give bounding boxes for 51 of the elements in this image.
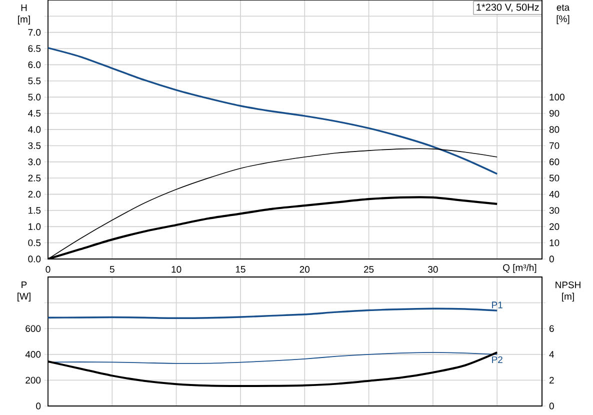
x-tick-label: 15: [236, 266, 246, 273]
y-tick-label: 3.5: [28, 142, 41, 150]
y-tick-label: 1.5: [28, 207, 41, 214]
y2-tick-label: 100: [550, 94, 564, 100]
x-tick-label: 0: [46, 266, 50, 273]
y2-tick-label: 60: [550, 158, 560, 166]
y2-tick-label: 20: [550, 223, 560, 230]
x-tick-label: 20: [300, 266, 310, 273]
y-tick-label: 2.5: [28, 174, 41, 182]
x-tick-label: 10: [172, 266, 182, 273]
y-tick-label: 4.0: [28, 126, 41, 133]
y-tick-label: 5.0: [28, 94, 41, 100]
y-tick-label: 0: [36, 402, 41, 410]
y2-tick-label: 10: [550, 239, 560, 246]
y-axis-title: P [W]: [18, 282, 30, 302]
y2-tick-label: 90: [549, 110, 560, 117]
y-tick-label: 6.0: [28, 61, 41, 68]
x-tick-label: 5: [110, 266, 114, 273]
x-tick-label: 25: [364, 266, 374, 273]
y2-tick-label: 2: [550, 376, 554, 384]
y-tick-label: 7.0: [28, 29, 41, 36]
y2-tick-label: 4: [549, 351, 554, 358]
y2-tick-label: 6: [550, 325, 554, 332]
line-series: [48, 47, 498, 175]
y-tick-label: 1.0: [28, 223, 41, 230]
y2-tick-label: 30: [549, 207, 560, 214]
y-tick-label: 200: [26, 376, 41, 384]
y-tick-label: 400: [25, 351, 41, 358]
y2-tick-label: 0: [549, 402, 554, 410]
y-tick-label: 2.0: [28, 190, 41, 198]
y2-tick-label: 40: [549, 190, 560, 198]
y-tick-label: 0.5: [28, 239, 41, 246]
y-tick-label: 6.5: [28, 45, 41, 52]
y2-tick-label: 50: [549, 174, 560, 182]
series-label: P2: [492, 356, 502, 363]
y-axis-title: H [m]: [18, 4, 30, 24]
chart-title: 1*230 V, 50Hz: [476, 4, 539, 12]
y2-axis-title: NPSH [m]: [556, 282, 580, 302]
y-tick-label: 5.5: [28, 78, 41, 84]
series-label: P1: [492, 302, 502, 308]
y-tick-label: 4.5: [28, 110, 41, 117]
y2-tick-label: 80: [549, 126, 560, 133]
x-tick-label: 30: [428, 266, 438, 273]
y2-axis-title: eta [%]: [556, 4, 570, 24]
y2-tick-label: 0: [549, 256, 554, 262]
y-tick-label: 600: [26, 325, 41, 332]
y-tick-label: 3.0: [28, 158, 41, 166]
x-axis-title: Q [m³/h]: [503, 264, 536, 273]
y2-tick-label: 70: [550, 142, 560, 150]
y-tick-label: 0.0: [28, 256, 41, 262]
line-series: [47, 308, 498, 320]
